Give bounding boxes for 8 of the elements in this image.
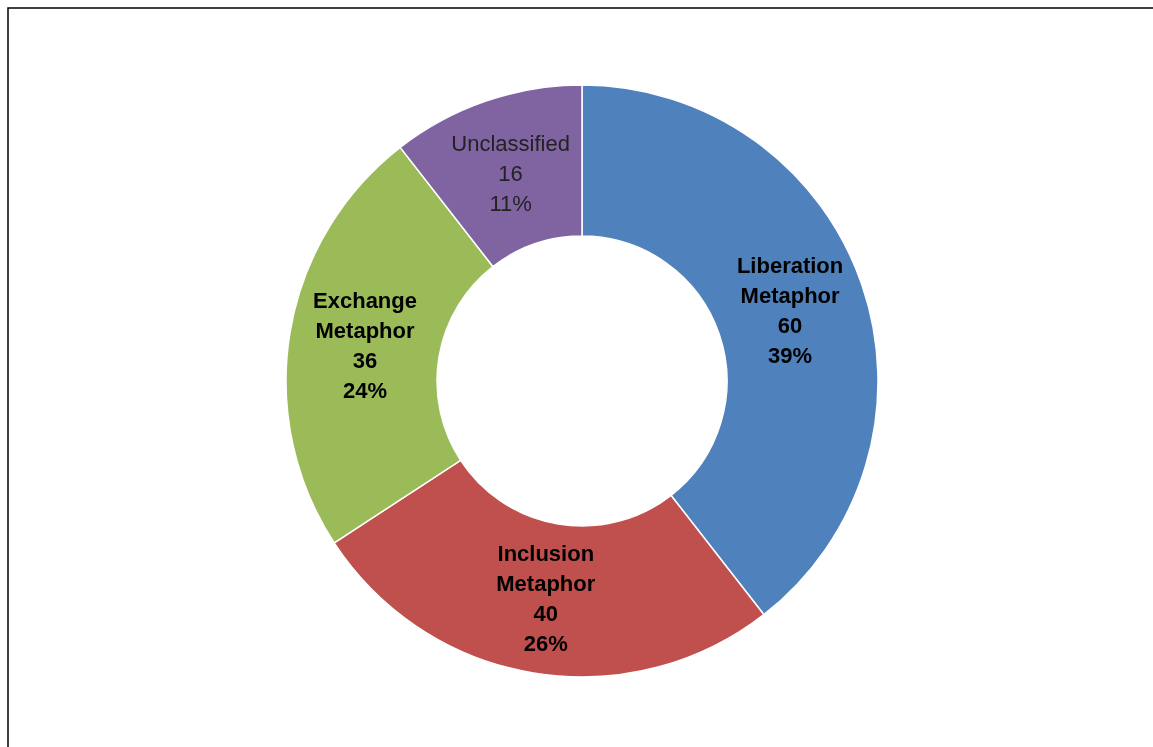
data-label: 36 24% xyxy=(342,347,388,403)
data-label: 16 11% xyxy=(489,160,532,216)
slice-label: Inclusion Metaphor xyxy=(496,541,596,596)
data-label: 60 39% xyxy=(768,312,813,368)
slice-label: Unclassified xyxy=(451,130,570,156)
slice-label: Liberation Metaphor xyxy=(736,252,844,308)
slice-label: Exchange Metaphor xyxy=(313,287,417,343)
data-label: 40 26% xyxy=(523,601,568,656)
